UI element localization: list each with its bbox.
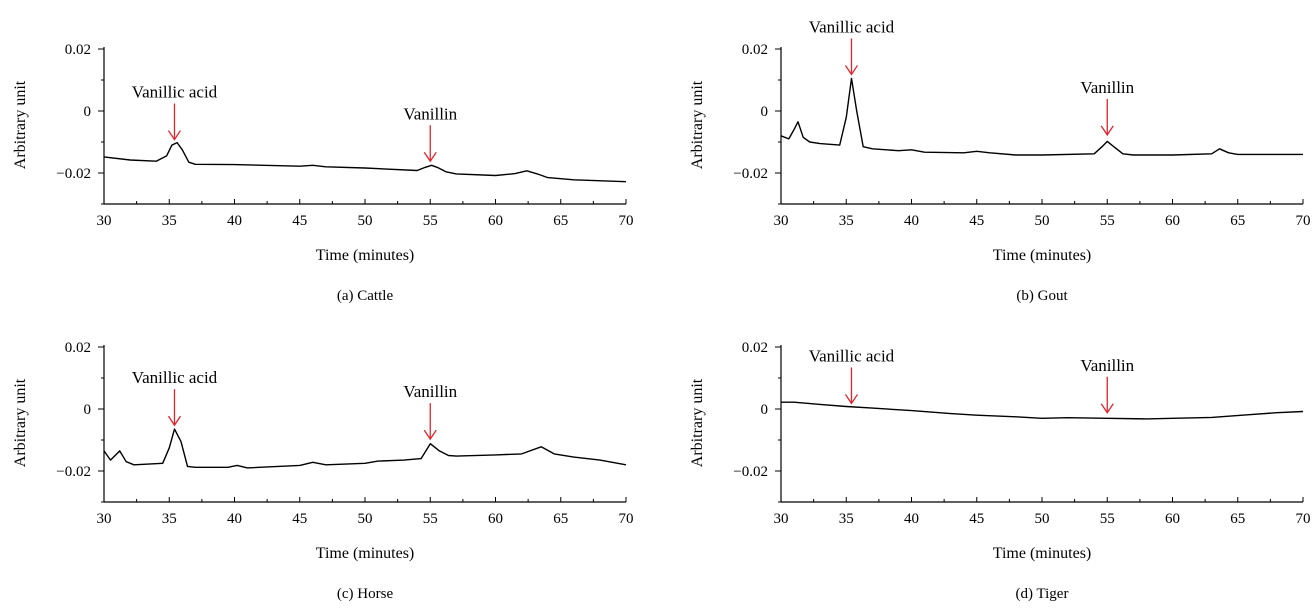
panel-caption: (a) Cattle	[337, 288, 394, 304]
x-tick-label: 50	[1035, 511, 1050, 527]
annotation-label: Vanillic acid	[132, 368, 218, 387]
x-axis-label: Time (minutes)	[316, 247, 415, 264]
y-tick-label: 0.02	[742, 42, 768, 58]
chart-panel-3: 30 35 40 45 50 55 60 65 70 0.02 0 −0.02 Time (minute…	[12, 340, 634, 602]
x-tick-label: 60	[1165, 213, 1180, 229]
x-axis-label: Time (minutes)	[993, 247, 1092, 264]
annotation-arrow-head	[423, 429, 437, 441]
y-axis-label: Arbitrary unit	[12, 378, 29, 467]
x-tick-label: 40	[227, 213, 242, 229]
annotation-label: Vanillic acid	[809, 17, 895, 36]
x-tick-label: 70	[619, 213, 634, 229]
annotation-arrow-head	[844, 394, 859, 405]
chromatogram-trace	[780, 77, 1303, 156]
chromatogram-trace	[781, 401, 1304, 420]
y-tick-label: 0	[761, 104, 769, 120]
x-tick-label: 60	[488, 511, 503, 527]
x-tick-label: 30	[774, 511, 789, 527]
y-tick-label: −0.02	[56, 464, 91, 480]
x-tick-label: 55	[1100, 213, 1115, 229]
y-tick-label: 0.02	[65, 340, 91, 356]
chromatogram-trace	[103, 141, 627, 183]
x-tick-label: 55	[1100, 511, 1115, 527]
x-tick-label: 50	[358, 511, 373, 527]
annotation-arrow-head	[844, 65, 859, 76]
x-tick-label: 40	[904, 511, 919, 527]
y-axis-label: Arbitrary unit	[689, 80, 706, 169]
y-tick-label: −0.02	[733, 166, 768, 182]
x-tick-label: 35	[162, 511, 177, 527]
x-tick-label: 45	[292, 511, 307, 527]
x-tick-label: 45	[969, 213, 984, 229]
y-axis-label: Arbitrary unit	[689, 378, 706, 467]
annotation-label: Vanillin	[1080, 356, 1134, 375]
panel-caption: (c) Horse	[337, 586, 394, 602]
panel-caption: (d) Tiger	[1016, 586, 1069, 602]
annotation-label: Vanillin	[403, 104, 457, 123]
x-tick-label: 40	[227, 511, 242, 527]
x-axis-label: Time (minutes)	[316, 545, 415, 562]
chromatogram-trace	[103, 428, 627, 469]
x-tick-label: 40	[904, 213, 919, 229]
y-tick-label: 0	[84, 402, 92, 418]
x-tick-label: 70	[1296, 213, 1311, 229]
y-tick-label: 0.02	[65, 42, 91, 58]
annotation-arrow-head	[167, 130, 182, 141]
x-tick-label: 70	[1296, 511, 1311, 527]
annotation-label: Vanillic acid	[132, 83, 218, 102]
annotation-arrow-head	[423, 151, 437, 163]
x-tick-label: 45	[969, 511, 984, 527]
x-tick-label: 55	[423, 213, 438, 229]
y-tick-label: 0.02	[742, 340, 768, 356]
chart-panel-2: 30 35 40 45 50 55 60 65 70 0.02 0 −0.02 Time (minute…	[689, 17, 1311, 304]
chart-panel-1: 30 35 40 45 50 55 60 65 70 0.02 0 −0.02 Time (minute…	[12, 42, 634, 304]
y-tick-label: 0	[761, 402, 769, 418]
annotation-label: Vanillin	[403, 382, 457, 401]
x-tick-label: 50	[358, 213, 373, 229]
x-tick-label: 60	[1165, 511, 1180, 527]
y-tick-label: 0	[84, 104, 92, 120]
annotation-label: Vanillin	[1080, 78, 1134, 97]
x-tick-label: 65	[553, 511, 568, 527]
panel-caption: (b) Gout	[1016, 288, 1068, 304]
y-axis-label: Arbitrary unit	[12, 80, 29, 169]
y-tick-label: −0.02	[733, 464, 768, 480]
x-tick-label: 35	[162, 213, 177, 229]
x-tick-label: 30	[97, 213, 112, 229]
x-tick-label: 45	[292, 213, 307, 229]
x-tick-label: 65	[553, 213, 568, 229]
x-tick-label: 70	[619, 511, 634, 527]
annotation-arrow-head	[1100, 125, 1114, 137]
chart-panel-4: 30 35 40 45 50 55 60 65 70 0.02 0 −0.02 Time (minute…	[689, 340, 1311, 602]
annotation-arrow-head	[1100, 403, 1114, 414]
x-axis-label: Time (minutes)	[993, 545, 1092, 562]
x-tick-label: 30	[774, 213, 789, 229]
x-tick-label: 35	[839, 511, 854, 527]
x-tick-label: 55	[423, 511, 438, 527]
annotation-label: Vanillic acid	[809, 346, 895, 365]
x-tick-label: 65	[1230, 213, 1245, 229]
x-tick-label: 30	[97, 511, 112, 527]
x-tick-label: 65	[1230, 511, 1245, 527]
annotation-arrow-head	[167, 415, 182, 427]
y-tick-label: −0.02	[56, 166, 91, 182]
x-tick-label: 60	[488, 213, 503, 229]
x-tick-label: 35	[839, 213, 854, 229]
x-tick-label: 50	[1035, 213, 1050, 229]
